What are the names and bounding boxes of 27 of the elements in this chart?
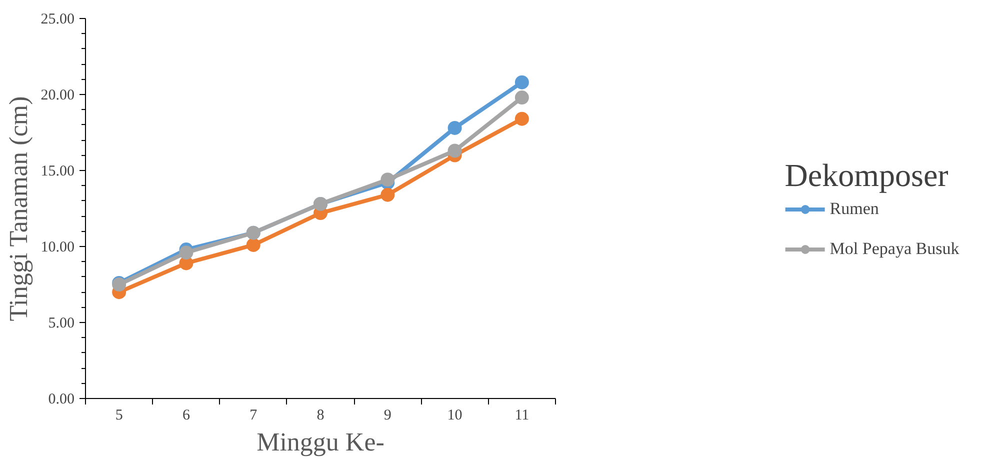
- y-tick-label: 15.00: [40, 164, 74, 180]
- point: [448, 120, 462, 135]
- x-tick-label: 11: [514, 408, 530, 424]
- y-tick-label: 25.00: [40, 12, 74, 28]
- x-tick-label: 8: [316, 408, 324, 424]
- point: [514, 112, 529, 126]
- x-tick-label: 5: [115, 408, 123, 424]
- legend-title: Dekomposer: [784, 157, 950, 194]
- x-axis-title: Minggu Ke-: [256, 428, 384, 456]
- y-tick-label: 0.00: [48, 392, 74, 408]
- y-tick-label: 10.00: [40, 240, 74, 256]
- point: [380, 172, 395, 187]
- point: [514, 75, 529, 90]
- point: [380, 188, 395, 202]
- point: [179, 246, 194, 260]
- point: [246, 238, 260, 252]
- point: [514, 90, 529, 105]
- legend-label: Mol Pepaya Busuk: [830, 239, 960, 259]
- y-tick-label: 5.00: [48, 316, 74, 332]
- x-tick-label: 7: [250, 408, 258, 424]
- y-axis-title: Tinggi Tanaman (cm): [4, 96, 33, 322]
- x-tick-label: 9: [384, 408, 392, 424]
- point: [448, 144, 462, 158]
- y-tick-label: 20.00: [40, 88, 74, 104]
- legend-label: Rumen: [830, 199, 879, 219]
- x-tick-label: 6: [182, 408, 190, 424]
- x-tick-label: 10: [447, 408, 462, 424]
